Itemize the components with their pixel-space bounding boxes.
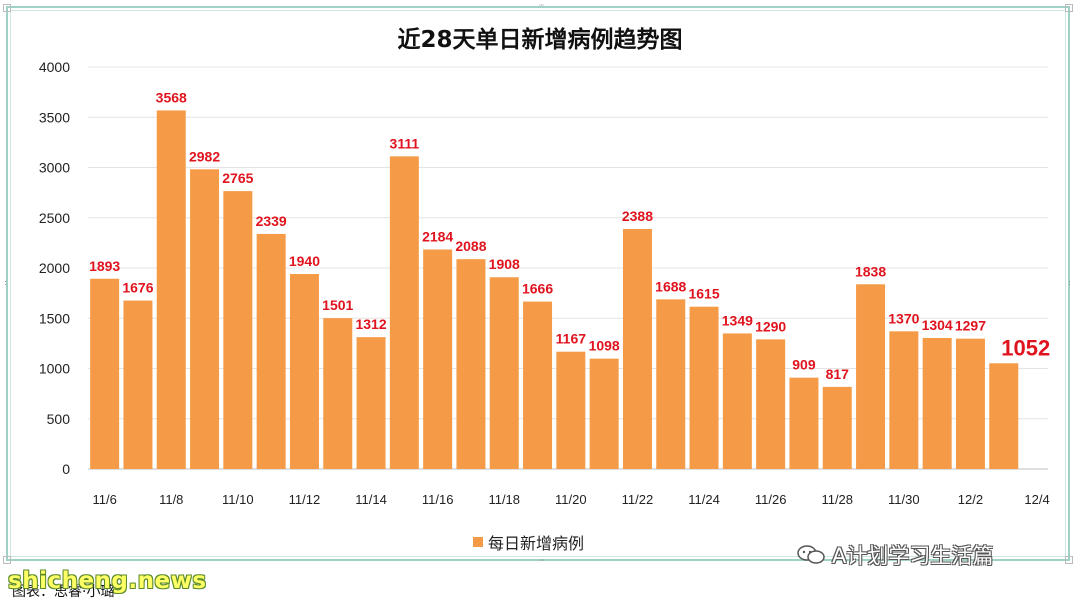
data-label: 1370: [888, 310, 919, 326]
y-tick-label: 1500: [39, 310, 70, 326]
y-tick-label: 0: [62, 461, 70, 477]
bar: [622, 229, 652, 469]
data-label: 1688: [655, 278, 686, 294]
legend: 每日新增病例: [473, 530, 584, 554]
x-tick-label: 11/26: [755, 492, 787, 507]
resize-handle-bottom[interactable]: ···: [538, 556, 545, 565]
site-watermark: shicheng.news: [8, 568, 207, 594]
x-tick-label: 11/12: [289, 492, 321, 507]
data-label: 1615: [688, 286, 719, 302]
bar: [722, 333, 752, 469]
y-tick-label: 1000: [39, 361, 70, 377]
resize-handle-top[interactable]: ···: [538, 1, 545, 10]
data-label: 1290: [755, 318, 786, 334]
data-label: 2388: [622, 208, 653, 224]
data-label: 2184: [422, 229, 453, 245]
x-tick-label: 11/18: [488, 492, 520, 507]
data-label: 2765: [222, 170, 253, 186]
y-tick-label: 2000: [39, 260, 70, 276]
data-label: 2339: [256, 213, 287, 229]
bar: [789, 377, 819, 469]
x-tick-label: 11/6: [92, 492, 116, 507]
data-label: 1666: [522, 281, 553, 297]
data-label: 1501: [322, 297, 353, 313]
bar: [656, 299, 686, 469]
data-label: 1908: [489, 256, 520, 272]
data-label: 1098: [589, 338, 620, 354]
data-label: 1676: [122, 280, 153, 296]
source-note: 图表：思睿·小璐: [12, 584, 115, 600]
y-tick-label: 500: [47, 411, 71, 427]
chart-title: 近28天单日新增病例趋势图: [397, 27, 683, 53]
x-tick-label: 12/4: [1024, 492, 1049, 507]
bar: [822, 386, 852, 469]
bar: [523, 301, 553, 469]
legend-swatch: [473, 537, 483, 547]
bar: [856, 284, 886, 469]
data-label: 1940: [289, 253, 320, 269]
bar: [123, 300, 153, 469]
x-tick-label: 11/30: [888, 492, 920, 507]
bar: [256, 233, 286, 469]
x-tick-label: 11/10: [222, 492, 254, 507]
bar: [889, 331, 919, 469]
bar: [689, 306, 719, 469]
x-tick-label: 11/8: [159, 492, 183, 507]
bar: [456, 259, 486, 469]
y-tick-label: 4000: [39, 59, 70, 75]
data-label: 3568: [156, 89, 187, 105]
legend-label: 每日新增病例: [488, 534, 585, 553]
bar: [223, 191, 253, 469]
bar: [289, 274, 319, 469]
resize-handle-left[interactable]: :: [4, 278, 7, 287]
x-tick-label: 11/20: [555, 492, 587, 507]
account-watermark: A计划学习生活篇: [796, 540, 993, 570]
data-label: 817: [826, 366, 850, 382]
bar: [356, 337, 386, 469]
chat-bubble-icon: [797, 545, 825, 564]
x-tick-label: 11/24: [688, 492, 720, 507]
bar: [389, 156, 419, 470]
bar: [955, 338, 985, 469]
bar: [922, 337, 952, 469]
bar: [90, 278, 120, 469]
data-label: 1304: [922, 317, 953, 333]
y-tick-label: 3500: [39, 109, 70, 125]
data-label: 1167: [556, 331, 587, 347]
resize-handle-top-right[interactable]: [1065, 4, 1073, 12]
bar: [589, 358, 619, 469]
data-label: 1893: [89, 258, 120, 274]
bar: [489, 277, 519, 469]
bar: [556, 351, 586, 469]
data-label: 2088: [455, 238, 486, 254]
data-label: 1297: [955, 318, 986, 334]
resize-handle-bottom-left[interactable]: [3, 556, 11, 564]
resize-handle-right[interactable]: :: [1068, 278, 1071, 287]
bar: [156, 110, 186, 469]
data-label: 1312: [355, 316, 386, 332]
y-tick-label: 2500: [39, 210, 70, 226]
data-label: 2982: [189, 148, 220, 164]
data-label: 3111: [390, 135, 420, 151]
resize-handle-top-left[interactable]: [3, 4, 11, 12]
x-tick-label: 11/14: [355, 492, 387, 507]
y-tick-label: 3000: [39, 160, 70, 176]
bar: [190, 169, 220, 469]
data-label: 1838: [855, 263, 886, 279]
bar: [756, 339, 786, 469]
data-label: 1349: [722, 312, 753, 328]
bar: [423, 249, 453, 469]
bar: [989, 363, 1019, 469]
x-tick-label: 12/2: [958, 492, 983, 507]
watermark-text: A计划学习生活篇: [832, 544, 994, 568]
x-tick-label: 11/22: [622, 492, 654, 507]
bar: [323, 318, 353, 469]
data-label: 909: [792, 357, 816, 373]
data-label: 1052: [1001, 335, 1050, 360]
x-tick-label: 11/16: [422, 492, 454, 507]
x-tick-label: 11/28: [821, 492, 853, 507]
chart-frame-inner: [10, 10, 1066, 557]
resize-handle-bottom-right[interactable]: [1065, 556, 1073, 564]
